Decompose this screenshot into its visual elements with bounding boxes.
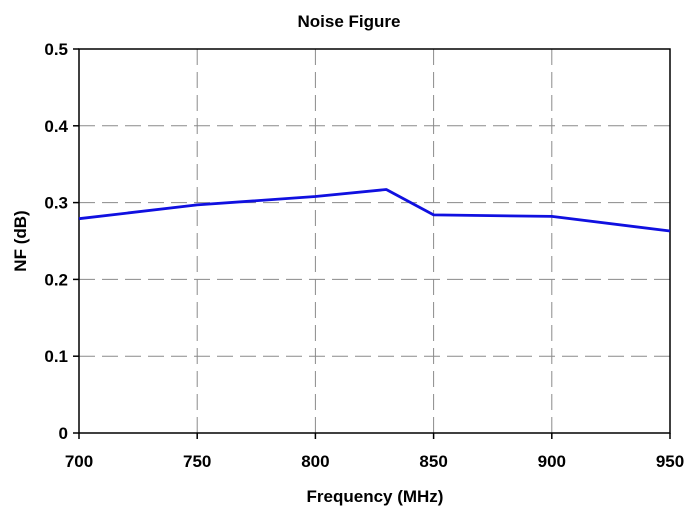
nf-series-line: [78, 188, 671, 233]
y-tick-label: 0.5: [44, 40, 68, 59]
x-tick-label: 850: [419, 452, 447, 471]
x-tick-label: 750: [183, 452, 211, 471]
y-tick-label: 0.4: [44, 117, 68, 136]
chart-title: Noise Figure: [298, 12, 401, 31]
x-tick-label: 900: [538, 452, 566, 471]
y-tick-label: 0: [59, 424, 68, 443]
y-tick-label: 0.2: [44, 270, 68, 289]
y-axis-label: NF (dB): [11, 210, 30, 271]
x-tick-label: 950: [656, 452, 684, 471]
series-group: [78, 188, 671, 233]
x-axis-label: Frequency (MHz): [307, 487, 444, 506]
x-axis: 700 750 800 850 900 950: [65, 433, 684, 471]
x-tick-label: 800: [301, 452, 329, 471]
plot-area-frame: [78, 48, 671, 434]
x-tick-label: 700: [65, 452, 93, 471]
y-tick-label: 0.1: [44, 347, 68, 366]
y-tick-label: 0.3: [44, 194, 68, 213]
grid: [79, 49, 670, 433]
y-axis: 0 0.1 0.2 0.3 0.4 0.5: [44, 40, 79, 443]
